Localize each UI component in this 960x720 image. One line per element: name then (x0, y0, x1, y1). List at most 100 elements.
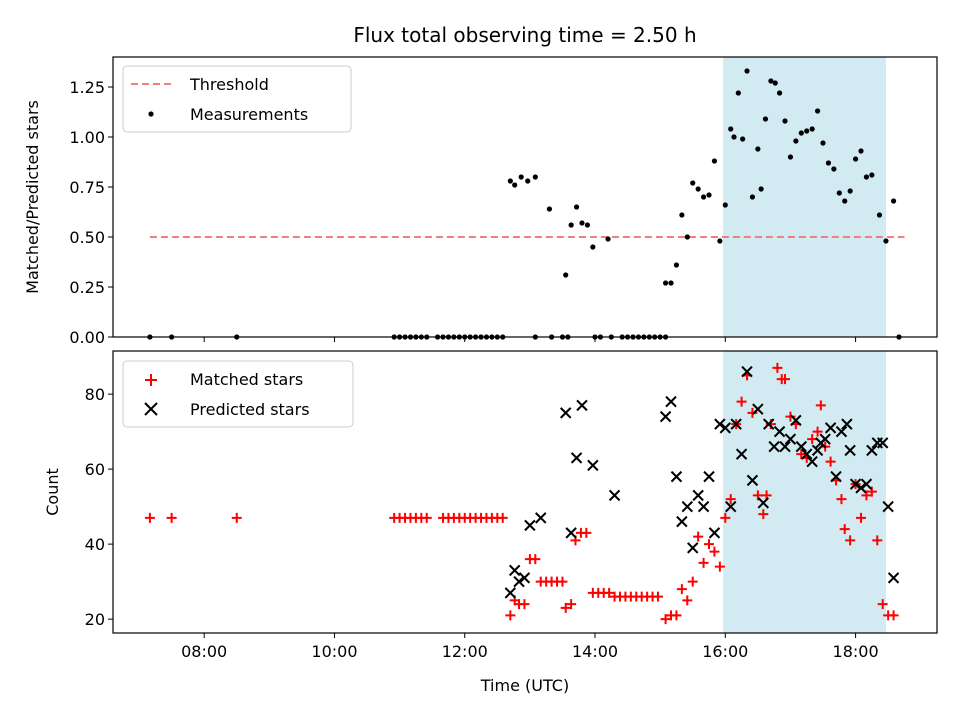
matched-stars-legend-label: Matched stars (190, 370, 303, 389)
y-tick-label: 80 (85, 385, 105, 404)
measurement-point (740, 136, 746, 142)
top-y-axis-label: Matched/Predicted stars (23, 100, 42, 294)
matched-star-point (671, 610, 682, 621)
matched-star-point (888, 610, 899, 621)
matched-star-point (714, 561, 725, 572)
measurement-point (758, 186, 764, 192)
predicted-star-point (757, 497, 770, 509)
top-panel-frame (112, 56, 938, 338)
measurement-point (679, 212, 685, 218)
measurement-point (825, 160, 832, 166)
matched-star-point (676, 584, 687, 595)
predicted-star-point (795, 440, 808, 453)
predicted-star-point (681, 500, 694, 513)
matched-star-point (856, 512, 867, 523)
predicted-star-point (746, 474, 759, 487)
measurement-point (776, 90, 783, 96)
predicted-star-point (703, 470, 715, 483)
bottom-y-ticks: 20 40 60 80 (85, 385, 113, 629)
top-legend: Threshold Measurements (122, 65, 352, 133)
predicted-star-point (844, 444, 856, 457)
top-y-ticks: 0.00 0.25 0.50 0.75 1.00 1.25 (69, 78, 113, 347)
predicted-star-point (725, 500, 737, 513)
predicted-star-point (697, 500, 710, 513)
predicted-star-point (841, 418, 853, 430)
predicted-star-point (768, 440, 780, 453)
predicted-star-point (670, 470, 683, 483)
predicted-star-point (763, 418, 775, 430)
matched-star-point (231, 512, 242, 523)
measurement-point (584, 222, 591, 228)
measurement-point (842, 198, 848, 204)
measurement-point (782, 118, 788, 124)
matched-star-point (704, 539, 715, 550)
measurement-point (836, 190, 842, 196)
matched-star-point (815, 400, 826, 411)
measurement-point (605, 236, 611, 242)
matched-star-point (725, 494, 736, 505)
x-tick-label: 12:00 (442, 642, 488, 661)
y-tick-label: 60 (85, 460, 105, 479)
measurement-point (890, 198, 897, 204)
top-legend-box (122, 65, 352, 133)
predicted-star-point (855, 482, 867, 494)
predicted-star-point (576, 399, 588, 412)
predicted-stars-legend-swatch (144, 402, 158, 416)
predicted-star-point (866, 444, 878, 457)
predicted-star-point (835, 425, 848, 438)
predicted-star-point (801, 448, 813, 460)
predicted-star-point (719, 422, 732, 434)
matched-star-point (845, 535, 856, 546)
measurement-point (804, 128, 810, 134)
measurement-point (858, 148, 864, 154)
measurement-point (722, 202, 728, 208)
predicted-star-point (773, 425, 786, 438)
bottom-panel-marks (144, 362, 900, 625)
measurement-point (831, 166, 837, 172)
measurement-point (695, 186, 701, 192)
measurement-point (706, 192, 712, 198)
matched-star-point (807, 434, 818, 445)
top-panel: 0.00 0.25 0.50 0.75 1.00 1.25 Matched/Predict… (23, 56, 938, 347)
x-tick-label: 18:00 (833, 642, 879, 661)
matched-star-point (780, 374, 791, 385)
y-tick-label: 40 (85, 535, 105, 554)
predicted-star-point (779, 440, 791, 453)
measurement-point (711, 158, 718, 164)
matched-star-point (660, 614, 671, 625)
measurement-point (787, 154, 794, 160)
measurement-point (744, 68, 750, 74)
predicted-star-point (741, 365, 753, 378)
measurement-point (568, 222, 574, 228)
predicted-stars-legend-label: Predicted stars (190, 400, 310, 419)
measurement-point (590, 244, 596, 250)
matched-star-point (758, 509, 769, 520)
matched-star-point (144, 512, 155, 523)
measurement-point (876, 212, 883, 218)
predicted-star-point (830, 470, 842, 483)
bottom-x-ticks: 08:00 10:00 12:00 14:00 16:00 18:00 (181, 633, 879, 661)
predicted-star-point (508, 564, 521, 577)
measurements-legend-label: Measurements (190, 105, 308, 124)
measurement-point (869, 172, 875, 178)
top-panel-marks (147, 68, 905, 340)
matched-star-point (604, 587, 615, 598)
matched-star-point (747, 407, 758, 418)
predicted-star-point (790, 414, 802, 427)
predicted-star-point (824, 422, 837, 434)
measurement-point (847, 188, 853, 194)
measurement-point (728, 126, 734, 132)
predicted-star-point (665, 395, 677, 408)
predicted-star-point (806, 455, 818, 468)
measurement-point (814, 108, 821, 114)
predicted-star-point (882, 500, 894, 513)
measurement-point (735, 90, 741, 96)
predicted-star-point (565, 527, 577, 539)
x-tick-label: 10:00 (311, 642, 357, 661)
top-x-ticks (203, 337, 857, 342)
measurement-point (731, 134, 737, 140)
y-tick-label: 20 (85, 610, 105, 629)
measurement-point (717, 238, 723, 244)
predicted-star-point (587, 459, 599, 472)
matched-star-point (872, 535, 883, 546)
